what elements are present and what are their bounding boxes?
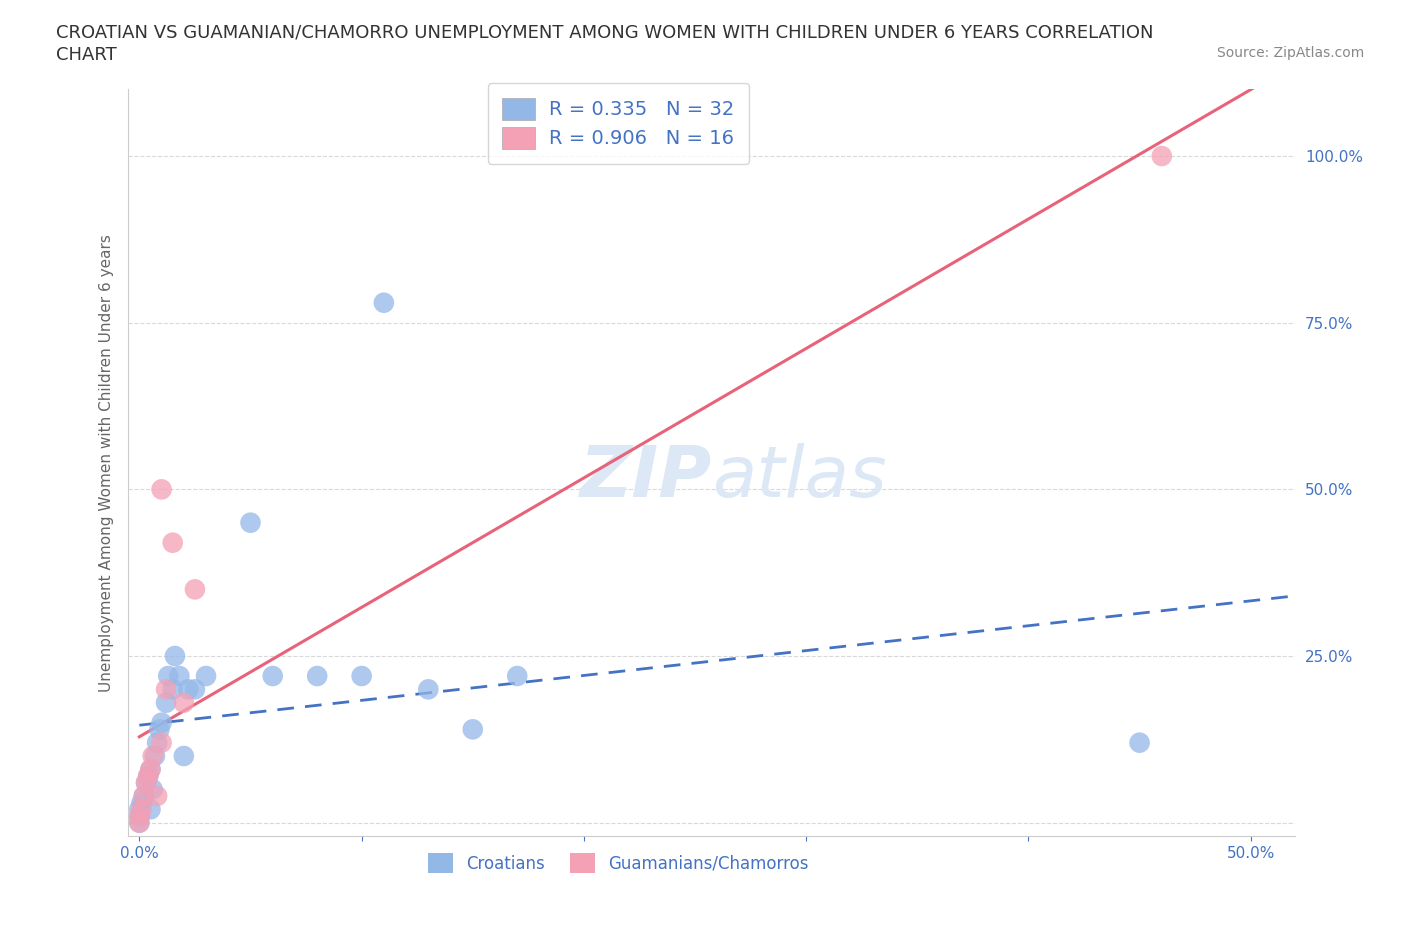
Text: CHART: CHART [56,46,117,64]
Point [128,808,150,823]
Text: atlas: atlas [711,443,886,512]
Point [307,669,329,684]
Point [184,682,207,697]
Point [142,749,165,764]
Point [169,669,191,684]
Point [131,795,153,810]
Point [162,682,184,697]
Y-axis label: Unemployment Among Women with Children Under 6 years: Unemployment Among Women with Children U… [100,233,114,692]
Point [136,768,159,783]
Point [143,749,166,764]
Legend: Croatians, Guamanians/Chamorros: Croatians, Guamanians/Chamorros [422,846,815,880]
Point [132,789,155,804]
Point [128,808,150,823]
Point [139,802,162,817]
Point [150,736,173,751]
Point [128,816,150,830]
Point [128,802,150,817]
Point [139,762,162,777]
Point [262,669,284,684]
Point [177,682,200,697]
Point [146,736,169,751]
Point [142,782,165,797]
Point [148,722,170,737]
Point [350,669,373,684]
Point [162,536,184,551]
Point [173,749,195,764]
Point [132,789,155,804]
Point [135,776,157,790]
Point [131,802,153,817]
Point [135,776,157,790]
Point [195,669,218,684]
Text: CROATIAN VS GUAMANIAN/CHAMORRO UNEMPLOYMENT AMONG WOMEN WITH CHILDREN UNDER 6 YE: CROATIAN VS GUAMANIAN/CHAMORRO UNEMPLOYM… [56,23,1154,41]
Text: Source: ZipAtlas.com: Source: ZipAtlas.com [1216,46,1364,60]
Point [506,669,529,684]
Point [139,762,162,777]
Text: ZIP: ZIP [579,443,711,512]
Point [163,648,186,663]
Point [1150,149,1173,164]
Point [157,669,180,684]
Point [136,768,159,783]
Point [155,696,177,711]
Point [184,582,207,597]
Point [461,722,484,737]
Point [1129,736,1152,751]
Point [239,515,262,530]
Point [418,682,440,697]
Point [173,696,195,711]
Point [128,816,150,830]
Point [155,682,177,697]
Point [150,715,173,730]
Point [373,296,395,311]
Point [150,482,173,497]
Point [146,789,169,804]
